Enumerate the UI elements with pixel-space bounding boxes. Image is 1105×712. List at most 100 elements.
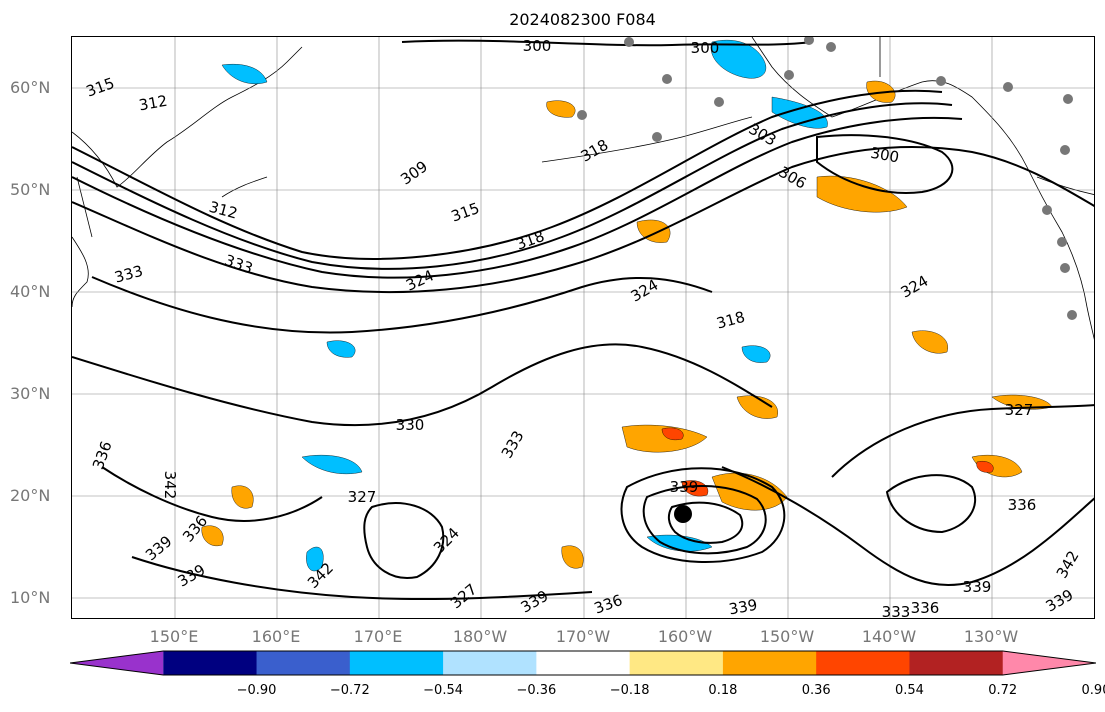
contour-label: 324 [430,524,463,557]
orange-patch-south [561,545,584,569]
colorbar-tick-label: −0.18 [609,683,650,698]
contour-trough-east [721,466,1094,586]
contour-gulf [816,134,954,194]
orange-patch-west [231,485,254,509]
lat-label-10n: 10°N [10,588,51,607]
station-dot [1042,205,1052,215]
cyan-patch-kamchatka [221,64,268,85]
lon-label-130w: 130°W [963,627,1019,646]
contour-label: 303 [746,120,780,150]
contour-label: 339 [1043,586,1077,616]
station-dot [1003,82,1013,92]
cyan-patch-mid [741,345,771,363]
contour-east-ring [885,474,977,534]
cyan-patch-hurricane [646,534,713,552]
station-dot [577,110,587,120]
orange-patch-subtrop2 [736,395,778,419]
contour-hurricane-outer [620,467,786,563]
colorbar-segment [816,651,910,675]
red-patch-hurricane [681,480,709,497]
contour-label: 339 [670,478,699,496]
lat-label-40n: 40°N [10,282,51,301]
contour-336 [101,466,323,522]
map-canvas: 300 300 315 312 309 318 303 306 300 312 … [72,37,1094,619]
station-dot [1057,237,1067,247]
us-border [1036,176,1094,195]
colorbar-segment [536,651,631,675]
colorbar-segment [629,651,724,675]
station-dot [826,42,836,52]
storm-center-marker [674,505,692,523]
lon-label-150w: 150°W [759,627,815,646]
contour-hurricane-mid [642,485,767,555]
contour-label: 330 [396,416,425,434]
contour-label: 339 [175,561,209,591]
lon-label-160w: 160°W [657,627,713,646]
contour-label: 324 [898,272,932,302]
contour-label: 342 [1053,548,1083,582]
colorbar-tick-label: 0.36 [801,683,831,698]
colorbar-segments [70,650,1096,676]
station-dots [577,37,1077,320]
contour-label: 327 [348,488,377,506]
lon-label-150e: 150°E [149,627,199,646]
contour-label: 306 [776,163,810,193]
contour-318 [72,146,1094,294]
station-dot [1060,263,1070,273]
station-dot [784,70,794,80]
station-dot [936,76,946,86]
coastlines [72,37,1094,340]
lat-label-30n: 30°N [10,384,51,403]
gridlines [72,37,1094,618]
contour-label: 339 [142,532,176,564]
kamchatka-coastline [72,46,303,188]
colorbar-tick-label: −0.54 [423,683,463,698]
cyan-patch-west [301,454,363,475]
contour-label: 339 [963,578,992,596]
lon-label-170e: 170°E [353,627,403,646]
contour-label: 327 [1005,401,1034,419]
alaska-coastline [751,37,1094,340]
contour-ridge-east [831,404,1094,478]
contour-label: 315 [449,199,482,226]
orange-patch-east2 [911,330,948,354]
colorbar [70,650,1096,676]
contour-label: 336 [1008,496,1037,514]
map-panel: 300 300 315 312 309 318 303 306 300 312 … [71,36,1095,619]
colorbar-segment [349,651,444,675]
lat-label-60n: 60°N [10,78,51,97]
contour-label: 318 [578,136,612,166]
contour-label: 339 [727,596,758,619]
contour-label: 300 [691,39,720,57]
contour-label: 318 [715,308,747,333]
colorbar-tick-label: 0.54 [894,683,924,698]
cyan-patch-south [306,546,324,572]
colorbar-segment [163,651,258,675]
contour-label: 300 [869,144,900,167]
contour-309-jet [72,116,963,279]
contour-324 [91,276,713,334]
cyan-patch-npac [326,340,356,358]
contour-312-jet [72,102,953,270]
contour-label: 336 [592,591,625,618]
contour-label: 327 [447,580,481,612]
contour-hurricane-inner [667,501,744,544]
colorbar-tick-label: −0.90 [236,683,277,698]
kuril-coastline [221,176,268,198]
lon-label-160e: 160°E [251,627,301,646]
cyan-patch-alaska [710,39,767,79]
contour-label: 324 [628,276,662,306]
colorbar-segment [256,651,351,675]
colorbar-tick-label: −0.36 [516,683,557,698]
red-patch-subtrop [661,427,684,441]
contour-label: 333 [498,428,528,462]
shaded-patches [201,39,1053,572]
contour-label: 339 [518,587,552,617]
station-dot [1060,145,1070,155]
colorbar-segment [909,651,1004,675]
chart-title: 2024082300 F084 [509,10,656,29]
station-dot [1063,94,1073,104]
lon-label-170w: 170°W [555,627,611,646]
contour-label: 333 [882,603,911,619]
colorbar-segment [443,651,537,675]
